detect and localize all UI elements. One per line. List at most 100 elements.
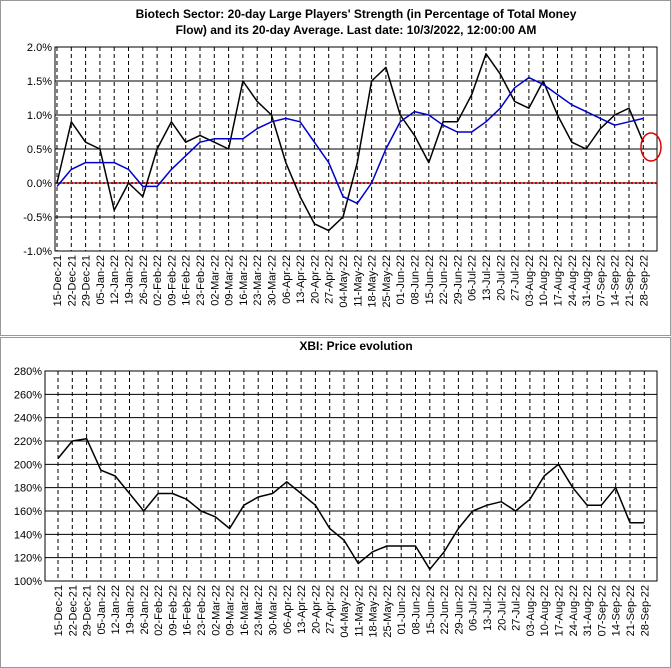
x-tick-label: 06-Apr-22 xyxy=(282,585,294,634)
series-line xyxy=(57,437,645,571)
x-tick-label: 30-Mar-22 xyxy=(268,585,280,636)
x-tick-label: 02-Mar-22 xyxy=(210,585,222,636)
y-tick-label: 260% xyxy=(14,389,42,401)
x-tick-label: 07-Sep-22 xyxy=(596,585,608,636)
x-tick-label: 19-Jan-22 xyxy=(125,585,137,635)
x-tick-label: 22-Dec-21 xyxy=(66,255,78,306)
x-tick-label: 27-Jul-22 xyxy=(510,255,522,301)
x-tick-label: 01-Jun-22 xyxy=(395,255,407,305)
x-tick-label: 02-Feb-22 xyxy=(152,255,164,306)
x-tick-label: 09-Feb-22 xyxy=(167,585,179,636)
x-tick-label: 09-Mar-22 xyxy=(224,255,236,306)
x-tick-label: 20-Jul-22 xyxy=(496,585,508,631)
x-tick-label: 27-Apr-22 xyxy=(324,255,336,304)
x-tick-label: 17-Aug-22 xyxy=(553,255,565,306)
x-tick-label: 13-Apr-22 xyxy=(296,585,308,634)
x-tick-label: 16-Mar-22 xyxy=(238,255,250,306)
x-tick-label: 23-Feb-22 xyxy=(196,585,208,636)
x-tick-label: 21-Sep-22 xyxy=(624,255,636,306)
x-tick-label: 22-Jun-22 xyxy=(438,255,450,305)
x-tick-label: 09-Mar-22 xyxy=(225,585,237,636)
x-tick-label: 08-Jun-22 xyxy=(411,585,423,635)
y-tick-label: 0.5% xyxy=(27,144,52,156)
x-tick-label: 05-Jan-22 xyxy=(95,255,107,305)
x-tick-label: 22-Jun-22 xyxy=(439,585,451,635)
x-tick-label: 16-Feb-22 xyxy=(182,585,194,636)
x-tick-label: 05-Jan-22 xyxy=(96,585,108,635)
chart-title: Flow) and its 20-day Average. Last date:… xyxy=(176,23,537,37)
x-tick-label: 15-Jun-22 xyxy=(424,255,436,305)
y-tick-label: 200% xyxy=(14,459,42,471)
x-tick-label: 07-Sep-22 xyxy=(595,255,607,306)
x-tick-label: 26-Jan-22 xyxy=(138,255,150,305)
x-tick-label: 04-May-22 xyxy=(339,585,351,638)
highlight-circle xyxy=(640,132,662,162)
y-tick-label: 1.0% xyxy=(27,110,52,122)
y-tick-label: 160% xyxy=(14,506,42,518)
y-tick-label: 220% xyxy=(14,436,42,448)
x-tick-label: 06-Apr-22 xyxy=(281,255,293,304)
x-tick-label: 27-Apr-22 xyxy=(325,585,337,634)
x-tick-label: 15-Dec-21 xyxy=(52,255,64,306)
x-tick-label: 08-Jun-22 xyxy=(410,255,422,305)
y-tick-label: 2.0% xyxy=(27,42,52,54)
x-tick-label: 24-Aug-22 xyxy=(567,255,579,306)
x-tick-label: 29-Dec-21 xyxy=(81,255,93,306)
x-tick-label: 11-May-22 xyxy=(352,255,364,307)
x-tick-label: 18-May-22 xyxy=(367,255,379,308)
x-tick-label: 01-Jun-22 xyxy=(396,585,408,635)
x-tick-label: 13-Apr-22 xyxy=(295,255,307,304)
y-tick-label: 120% xyxy=(14,553,42,565)
y-tick-label: 1.5% xyxy=(27,76,52,88)
x-tick-label: 10-Aug-22 xyxy=(539,585,551,636)
x-tick-label: 28-Sep-22 xyxy=(639,585,651,636)
x-tick-label: 29-Jun-22 xyxy=(452,255,464,305)
y-tick-label: 0.0% xyxy=(27,178,52,190)
plot-area xyxy=(44,370,658,582)
x-tick-label: 09-Feb-22 xyxy=(166,255,178,306)
y-tick-label: 100% xyxy=(14,576,42,588)
x-tick-label: 04-May-22 xyxy=(338,255,350,308)
x-tick-label: 03-Aug-22 xyxy=(525,585,537,636)
x-tick-label: 31-Aug-22 xyxy=(582,585,594,636)
y-tick-label: -0.5% xyxy=(23,212,52,224)
x-tick-label: 06-Jul-22 xyxy=(468,585,480,631)
x-tick-label: 21-Sep-22 xyxy=(625,585,637,636)
x-tick-label: 23-Feb-22 xyxy=(195,255,207,306)
x-tick-label: 15-Dec-21 xyxy=(53,585,65,636)
y-tick-label: -1.0% xyxy=(23,246,52,258)
x-tick-label: 03-Aug-22 xyxy=(524,255,536,306)
x-tick-label: 20-Apr-22 xyxy=(309,255,321,304)
x-tick-label: 23-Mar-22 xyxy=(253,585,265,636)
y-tick-label: 280% xyxy=(14,366,42,378)
x-tick-label: 14-Sep-22 xyxy=(610,255,622,306)
x-tick-label: 23-Mar-22 xyxy=(252,255,264,306)
x-tick-label: 28-Sep-22 xyxy=(638,255,650,306)
x-tick-label: 12-Jan-22 xyxy=(109,255,121,305)
x-tick-label: 11-May-22 xyxy=(353,585,365,637)
x-tick-label: 12-Jan-22 xyxy=(110,585,122,635)
x-tick-label: 25-May-22 xyxy=(381,255,393,308)
x-tick-label: 31-Aug-22 xyxy=(581,255,593,306)
x-tick-label: 22-Dec-21 xyxy=(67,585,79,636)
x-tick-label: 27-Jul-22 xyxy=(511,585,523,631)
chart-title: XBI: Price evolution xyxy=(299,339,412,353)
x-tick-label: 29-Jun-22 xyxy=(453,585,465,635)
x-tick-label: 16-Feb-22 xyxy=(181,255,193,306)
x-tick-label: 18-May-22 xyxy=(368,585,380,638)
series-line xyxy=(56,76,644,205)
x-tick-label: 26-Jan-22 xyxy=(139,585,151,635)
x-tick-label: 19-Jan-22 xyxy=(124,255,136,305)
x-tick-label: 16-Mar-22 xyxy=(239,585,251,636)
x-tick-label: 29-Dec-21 xyxy=(82,585,94,636)
x-tick-label: 24-Aug-22 xyxy=(568,585,580,636)
x-tick-label: 13-Jul-22 xyxy=(481,255,493,301)
y-tick-label: 240% xyxy=(14,413,42,425)
x-tick-label: 13-Jul-22 xyxy=(482,585,494,631)
x-tick-label: 02-Feb-22 xyxy=(153,585,165,636)
x-tick-label: 15-Jun-22 xyxy=(425,585,437,635)
x-tick-label: 20-Apr-22 xyxy=(310,585,322,634)
x-tick-label: 02-Mar-22 xyxy=(209,255,221,306)
x-tick-label: 14-Sep-22 xyxy=(611,585,623,636)
